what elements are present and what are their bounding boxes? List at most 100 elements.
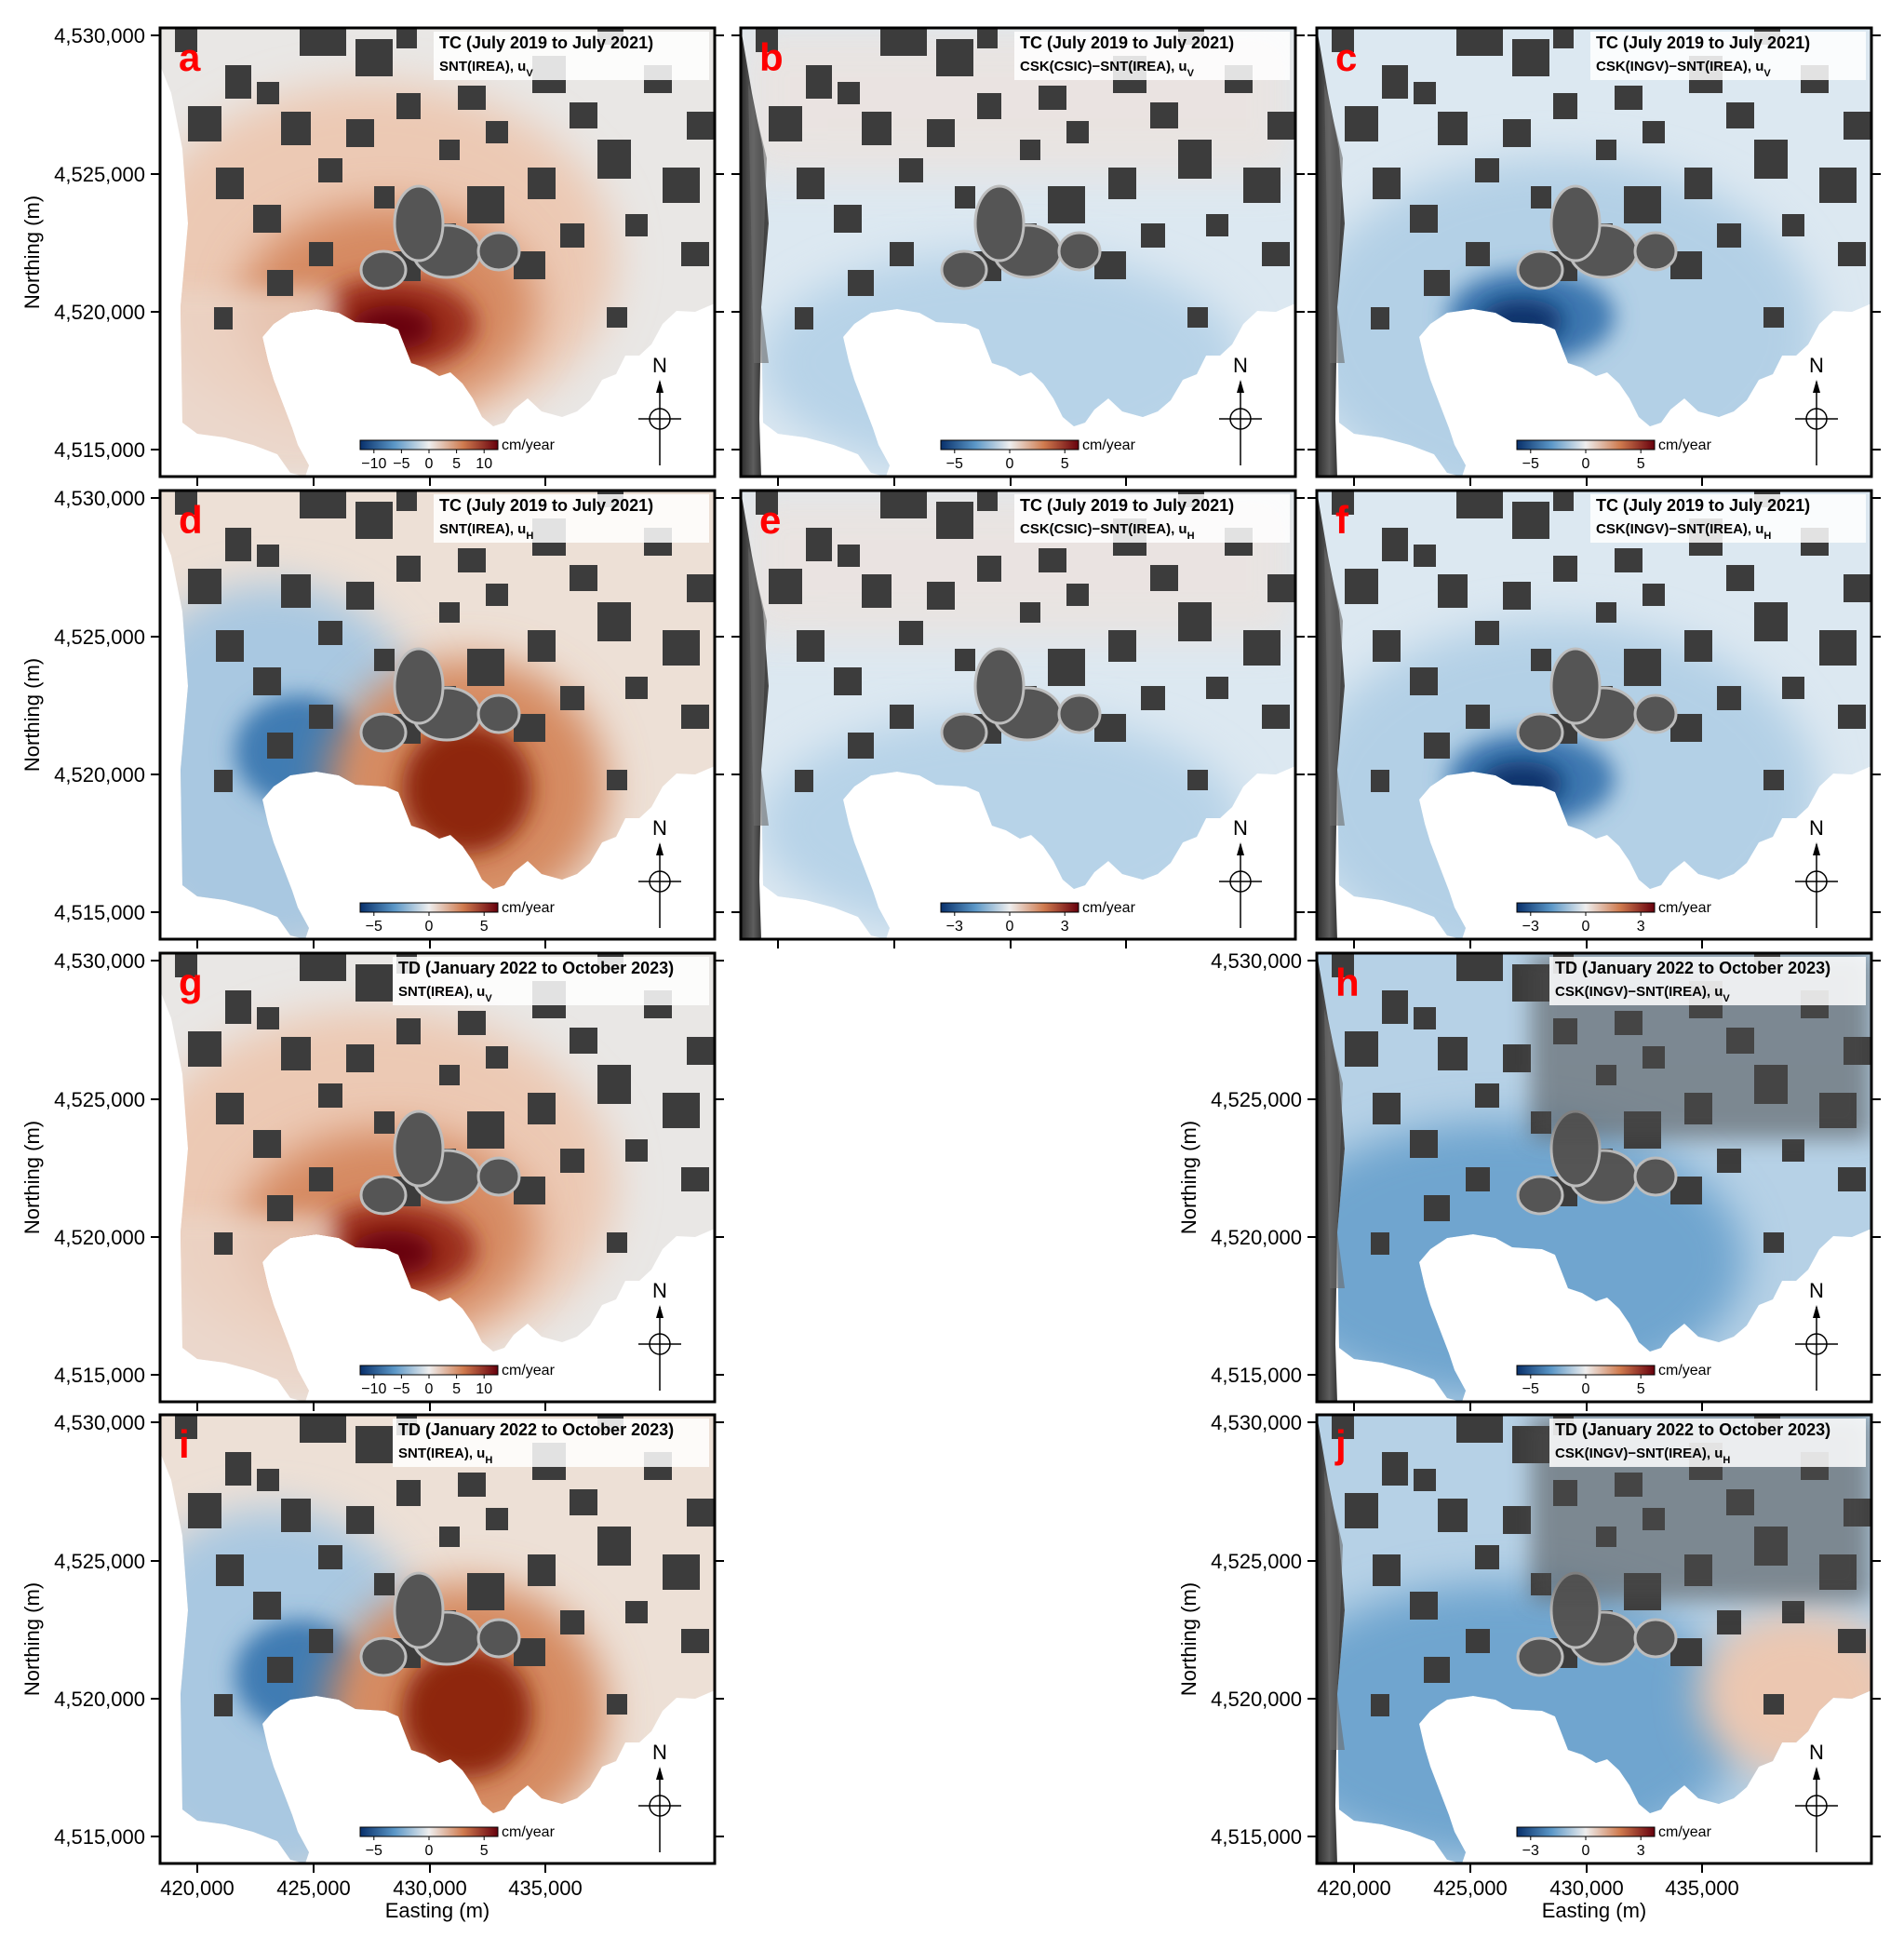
colorbar-unit: cm/year <box>502 1363 556 1379</box>
colorbar-tick: 3 <box>1637 1843 1645 1859</box>
svg-text:N: N <box>1809 354 1824 377</box>
colorbar-tick: 0 <box>425 1381 434 1397</box>
panel-frame <box>158 26 717 478</box>
svg-text:N: N <box>1809 1741 1824 1764</box>
panel-title: TD (January 2022 to October 2023) <box>1555 1420 1830 1439</box>
panel-title: TC (July 2019 to July 2021) <box>439 34 653 52</box>
colorbar <box>1516 1365 1656 1376</box>
colorbar-unit: cm/year <box>1658 900 1712 916</box>
panel-title: TC (July 2019 to July 2021) <box>1596 496 1810 515</box>
colorbar <box>1516 902 1656 913</box>
colorbar-tick: 10 <box>476 456 492 472</box>
north-arrow: N <box>638 1279 681 1391</box>
svg-text:N: N <box>652 1741 667 1764</box>
panel-letter: i <box>179 1422 190 1466</box>
panel-letter: d <box>179 498 203 542</box>
colorbar <box>1516 439 1656 451</box>
north-arrow: N <box>638 1741 681 1852</box>
svg-text:N: N <box>652 1279 667 1302</box>
panel-frame <box>1315 489 1873 941</box>
panel-subtitle: CSK(INGV)−SNT(IREA), uH <box>1555 1446 1730 1466</box>
panel-frame <box>739 26 1297 478</box>
colorbar-tick: 0 <box>1006 919 1014 935</box>
panel-title: TD (January 2022 to October 2023) <box>398 1420 674 1439</box>
y-tick-label: 4,515,000 <box>1211 1364 1302 1387</box>
svg-text:N: N <box>1809 816 1824 840</box>
colorbar <box>940 439 1079 451</box>
panel-subtitle: CSK(CSIC)−SNT(IREA), uV <box>1020 59 1195 79</box>
svg-text:N: N <box>1233 816 1248 840</box>
component-subscript: V <box>1723 993 1730 1004</box>
colorbar-tick: 3 <box>1061 919 1069 935</box>
colorbar-tick: 0 <box>425 1843 434 1859</box>
panel-subtitle: SNT(IREA), uH <box>398 1446 492 1466</box>
colorbar-tick: 0 <box>1006 456 1014 472</box>
y-tick-label: 4,515,000 <box>54 1364 145 1387</box>
y-axis-label: Northing (m) <box>1177 1121 1200 1234</box>
component-subscript: H <box>1187 531 1195 542</box>
svg-text:N: N <box>1233 354 1248 377</box>
colorbar-tick: 5 <box>452 456 461 472</box>
y-axis-label: Northing (m) <box>1177 1582 1200 1696</box>
panel-letter: e <box>759 498 781 542</box>
panel-frame <box>1315 26 1873 478</box>
map-panel-i: 4,530,000 4,525,000 4,520,000 4,515,000 Nort… <box>20 1411 724 1922</box>
y-tick-label: 4,525,000 <box>1211 1088 1302 1111</box>
y-tick-label: 4,530,000 <box>1211 1411 1302 1434</box>
colorbar <box>359 902 499 913</box>
panel-title: TD (January 2022 to October 2023) <box>1555 959 1830 977</box>
map-panel-h: 4,530,000 4,525,000 4,520,000 4,515,000 Nort… <box>1177 949 1881 1411</box>
colorbar <box>359 1826 499 1837</box>
colorbar <box>359 439 499 451</box>
colorbar-unit: cm/year <box>502 437 556 453</box>
colorbar-tick: −3 <box>1522 1843 1539 1859</box>
svg-text:N: N <box>1809 1279 1824 1302</box>
panel-frame <box>739 489 1297 941</box>
deformation-field <box>160 28 715 477</box>
y-tick-label: 4,530,000 <box>54 949 145 973</box>
colorbar-tick: 0 <box>1582 1381 1590 1397</box>
y-tick-label: 4,515,000 <box>54 901 145 924</box>
svg-text:N: N <box>652 816 667 840</box>
colorbar-unit: cm/year <box>1082 437 1136 453</box>
panel-letter: j <box>1334 1422 1347 1466</box>
panel-frame <box>1315 1413 1873 1865</box>
y-tick-label: 4,520,000 <box>1211 1688 1302 1711</box>
x-tick-label: 435,000 <box>1665 1876 1739 1900</box>
colorbar <box>940 902 1079 913</box>
panel-subtitle: SNT(IREA), uH <box>439 521 533 542</box>
panel-frame <box>158 951 717 1404</box>
component-subscript: V <box>526 68 533 79</box>
x-axis-label: Easting (m) <box>385 1899 489 1922</box>
panel-frame <box>1315 951 1873 1404</box>
panel-letter: f <box>1335 498 1349 542</box>
colorbar <box>359 1365 499 1376</box>
y-tick-label: 4,530,000 <box>54 1411 145 1434</box>
colorbar-tick: −10 <box>361 1381 386 1397</box>
colorbar-tick: −10 <box>361 456 386 472</box>
x-tick-label: 425,000 <box>276 1876 351 1900</box>
x-tick-label: 430,000 <box>1549 1876 1624 1900</box>
y-tick-label: 4,530,000 <box>1211 949 1302 973</box>
panel-letter: h <box>1335 961 1360 1004</box>
deformation-field <box>741 28 1295 477</box>
colorbar-tick: −5 <box>393 456 409 472</box>
y-tick-label: 4,525,000 <box>54 1550 145 1573</box>
y-tick-label: 4,520,000 <box>54 763 145 787</box>
colorbar-tick: 0 <box>425 919 434 935</box>
colorbar-tick: 5 <box>1637 456 1645 472</box>
colorbar-tick: 5 <box>480 919 489 935</box>
north-arrow: N <box>1795 1279 1838 1391</box>
y-tick-label: 4,520,000 <box>54 301 145 324</box>
colorbar-tick: 5 <box>1061 456 1069 472</box>
colorbar-tick: −5 <box>393 1381 409 1397</box>
y-tick-label: 4,525,000 <box>54 163 145 186</box>
panel-frame <box>158 1413 717 1865</box>
colorbar-tick: 5 <box>452 1381 461 1397</box>
y-tick-label: 4,515,000 <box>54 1825 145 1849</box>
component-subscript: H <box>1723 1455 1730 1466</box>
colorbar-unit: cm/year <box>1658 1824 1712 1840</box>
y-axis-label: Northing (m) <box>20 1121 44 1234</box>
panel-subtitle: SNT(IREA), uV <box>439 59 533 79</box>
panel-subtitle: CSK(INGV)−SNT(IREA), uV <box>1555 984 1730 1004</box>
